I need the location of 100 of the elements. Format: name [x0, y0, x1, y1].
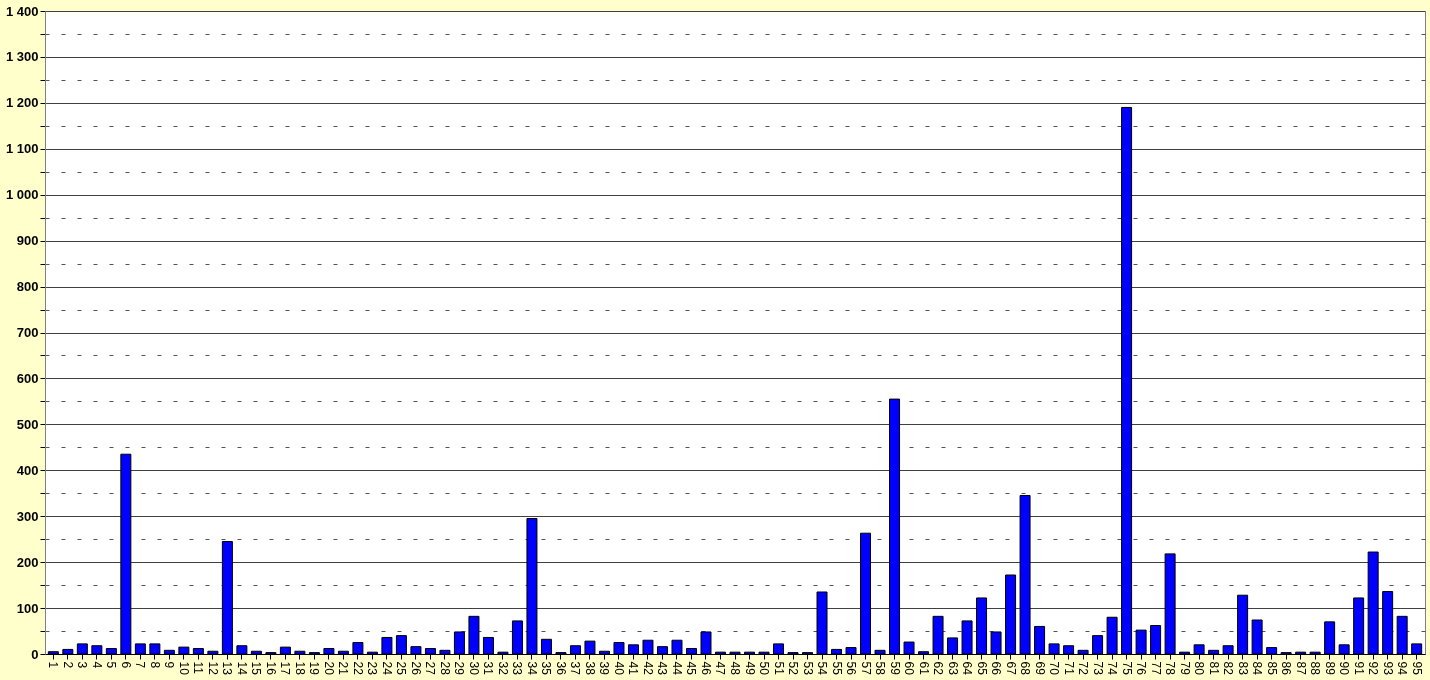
x-tick-label: 51	[771, 661, 786, 676]
x-tick-label: 56	[844, 661, 859, 676]
x-tick-label: 36	[553, 661, 568, 676]
x-tick-label: 35	[539, 661, 554, 676]
x-tick-label: 28	[437, 661, 452, 676]
x-tick-label: 11	[191, 661, 206, 675]
x-tick-label: 79	[1177, 661, 1192, 676]
x-tick-label: 41	[626, 661, 641, 676]
x-tick-label: 94	[1395, 661, 1410, 676]
x-tick-label: 58	[873, 661, 888, 676]
x-tick-label: 52	[786, 661, 801, 676]
x-tick-label: 72	[1076, 661, 1091, 676]
x-tick-label: 77	[1148, 661, 1163, 676]
x-tick-label: 70	[1047, 661, 1062, 676]
x-tick-label: 66	[989, 661, 1004, 676]
x-tick-label: 32	[495, 661, 510, 676]
x-tick-label: 5	[104, 661, 119, 669]
x-tick-label: 31	[481, 661, 496, 676]
x-tick-label: 43	[655, 661, 670, 676]
x-tick-label: 42	[640, 661, 655, 676]
y-tick-label: 1 100	[5, 141, 39, 157]
x-tick-label: 6	[118, 661, 133, 669]
x-tick-label: 84	[1250, 661, 1265, 676]
x-tick-label: 53	[800, 661, 815, 676]
x-tick-label: 83	[1235, 661, 1250, 676]
x-tick-label: 91	[1351, 661, 1366, 676]
x-tick-label: 20	[321, 661, 336, 676]
x-tick-label: 93	[1380, 661, 1395, 676]
x-tick-label: 27	[423, 661, 438, 676]
x-tick-label: 4	[89, 661, 104, 669]
x-tick-label: 10	[176, 661, 191, 676]
x-tick-label: 8	[147, 661, 162, 669]
x-tick-label: 46	[698, 661, 713, 676]
x-tick-label: 24	[379, 661, 394, 676]
x-tick-label: 76	[1134, 661, 1149, 676]
x-tick-label: 87	[1293, 661, 1308, 676]
x-tick-label: 62	[931, 661, 946, 676]
x-tick-label: 30	[466, 661, 481, 676]
x-tick-label: 14	[234, 661, 249, 676]
y-tick-label: 400	[16, 462, 39, 478]
y-tick-label: 1 300	[5, 49, 39, 65]
x-tick-label: 33	[510, 661, 525, 676]
x-tick-label: 1	[46, 661, 61, 669]
x-tick-label: 39	[597, 661, 612, 676]
y-tick-label: 500	[16, 416, 39, 432]
x-tick-label: 29	[452, 661, 467, 676]
x-tick-label: 54	[815, 661, 830, 676]
x-tick-label: 7	[133, 661, 148, 669]
x-tick-label: 92	[1366, 661, 1381, 676]
x-tick-label: 74	[1105, 661, 1120, 676]
x-tick-label: 47	[713, 661, 728, 676]
x-tick-label: 59	[887, 661, 902, 676]
x-tick-label: 88	[1308, 661, 1323, 676]
x-tick-label: 68	[1018, 661, 1033, 676]
x-tick-label: 38	[582, 661, 597, 676]
y-tick-label: 200	[16, 554, 39, 570]
y-tick-label: 300	[16, 508, 39, 524]
x-tick-label: 67	[1003, 661, 1018, 676]
y-tick-label: 700	[16, 325, 39, 340]
x-tick-label: 86	[1279, 661, 1294, 676]
x-tick-label: 48	[728, 661, 742, 676]
x-tick-label: 73	[1090, 661, 1105, 676]
x-tick-label: 19	[307, 661, 322, 676]
y-tick-label: 100	[16, 600, 39, 616]
x-tick-label: 90	[1337, 661, 1352, 676]
x-tick-label: 57	[858, 661, 873, 676]
y-tick-label: 1 200	[5, 95, 39, 111]
x-tick-label: 78	[1163, 661, 1178, 676]
x-tick-label: 25	[394, 661, 409, 676]
y-tick-label: 800	[16, 279, 39, 295]
x-tick-label: 37	[568, 661, 583, 676]
x-tick-label: 71	[1061, 661, 1076, 676]
x-tick-label: 45	[684, 661, 699, 676]
x-tick-label: 55	[829, 661, 844, 676]
y-tick-label: 600	[16, 370, 39, 386]
x-tick-label: 34	[524, 661, 539, 676]
x-tick-label: 81	[1206, 661, 1221, 676]
x-tick-label: 26	[408, 661, 423, 676]
x-tick-label: 18	[292, 661, 307, 676]
x-tick-label: 16	[263, 661, 278, 676]
y-tick-label: 900	[16, 233, 39, 249]
x-tick-label: 50	[757, 661, 772, 676]
x-tick-label: 75	[1119, 661, 1134, 676]
y-tick-label: 1 400	[5, 3, 39, 19]
x-tick-label: 85	[1264, 661, 1279, 676]
x-tick-label: 17	[278, 661, 293, 676]
x-tick-label: 49	[742, 661, 757, 676]
y-tick-label: 1 000	[5, 187, 39, 203]
x-tick-label: 69	[1032, 661, 1047, 676]
x-tick-label: 23	[365, 661, 380, 676]
x-tick-label: 65	[974, 661, 989, 676]
x-tick-label: 9	[162, 661, 177, 669]
y-tick-label: 0	[31, 646, 39, 662]
x-tick-label: 95	[1409, 661, 1424, 676]
x-tick-label: 60	[902, 661, 917, 676]
x-tick-label: 89	[1322, 661, 1337, 676]
x-tick-label: 82	[1221, 661, 1236, 676]
x-tick-label: 21	[336, 661, 351, 676]
x-tick-label: 40	[611, 661, 626, 676]
x-tick-label: 12	[205, 661, 220, 676]
